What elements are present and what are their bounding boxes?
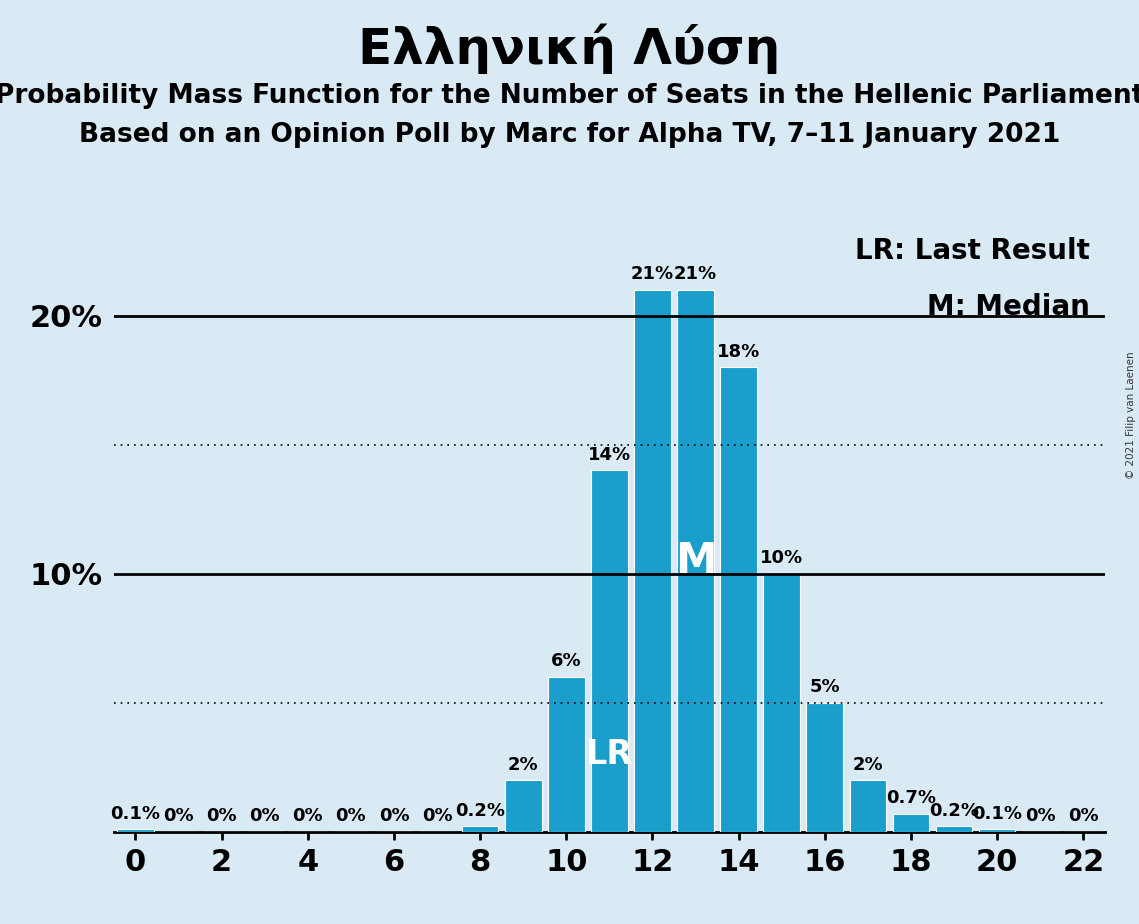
Text: 0%: 0% bbox=[1025, 808, 1056, 825]
Bar bbox=[591, 470, 628, 832]
Text: LR: LR bbox=[585, 737, 633, 771]
Text: 2%: 2% bbox=[853, 756, 883, 773]
Bar bbox=[893, 813, 929, 832]
Text: 0%: 0% bbox=[421, 808, 452, 825]
Text: 5%: 5% bbox=[810, 678, 841, 696]
Text: 0.7%: 0.7% bbox=[886, 789, 936, 807]
Bar bbox=[678, 290, 714, 832]
Bar bbox=[634, 290, 671, 832]
Text: Probability Mass Function for the Number of Seats in the Hellenic Parliament: Probability Mass Function for the Number… bbox=[0, 83, 1139, 109]
Bar bbox=[850, 780, 886, 832]
Bar bbox=[505, 780, 541, 832]
Text: M: M bbox=[674, 540, 716, 582]
Text: 18%: 18% bbox=[716, 343, 760, 361]
Text: 0%: 0% bbox=[249, 808, 280, 825]
Bar bbox=[461, 826, 499, 832]
Text: 21%: 21% bbox=[674, 265, 718, 284]
Text: 2%: 2% bbox=[508, 756, 539, 773]
Text: 21%: 21% bbox=[631, 265, 674, 284]
Bar bbox=[117, 829, 154, 832]
Text: M: Median: M: Median bbox=[927, 293, 1090, 321]
Bar bbox=[978, 829, 1016, 832]
Text: 0.2%: 0.2% bbox=[929, 802, 980, 820]
Text: 10%: 10% bbox=[760, 549, 803, 567]
Text: 0%: 0% bbox=[293, 808, 323, 825]
Text: Ελληνική Λύση: Ελληνική Λύση bbox=[359, 23, 780, 74]
Bar bbox=[806, 702, 843, 832]
Text: 0%: 0% bbox=[378, 808, 409, 825]
Bar bbox=[720, 367, 757, 832]
Text: 0.2%: 0.2% bbox=[456, 802, 505, 820]
Text: © 2021 Filip van Laenen: © 2021 Filip van Laenen bbox=[1126, 351, 1136, 479]
Text: 14%: 14% bbox=[588, 446, 631, 464]
Text: 6%: 6% bbox=[551, 652, 582, 671]
Text: 0%: 0% bbox=[163, 808, 194, 825]
Bar bbox=[548, 676, 584, 832]
Bar bbox=[763, 574, 800, 832]
Text: 0%: 0% bbox=[206, 808, 237, 825]
Text: 0.1%: 0.1% bbox=[972, 805, 1022, 822]
Text: 0.1%: 0.1% bbox=[110, 805, 161, 822]
Text: 0%: 0% bbox=[336, 808, 366, 825]
Text: LR: Last Result: LR: Last Result bbox=[855, 237, 1090, 265]
Text: 0%: 0% bbox=[1068, 808, 1099, 825]
Bar bbox=[936, 826, 973, 832]
Text: Based on an Opinion Poll by Marc for Alpha TV, 7–11 January 2021: Based on an Opinion Poll by Marc for Alp… bbox=[79, 122, 1060, 148]
